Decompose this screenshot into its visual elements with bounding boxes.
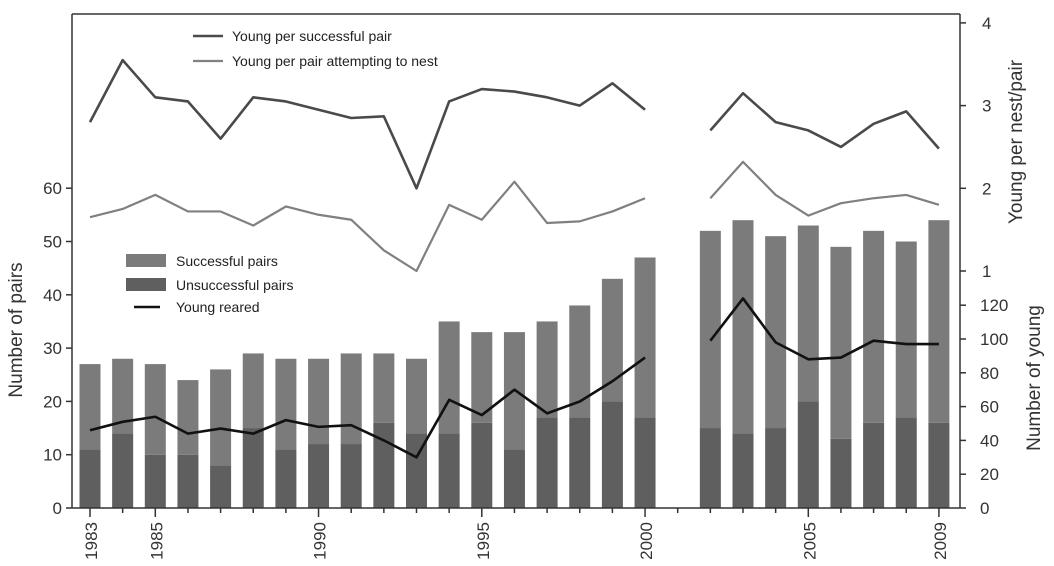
bar-successful-1991 <box>340 353 362 445</box>
bar-unsuccessful-1990 <box>308 444 330 508</box>
bar-unsuccessful-1984 <box>112 433 134 508</box>
bar-unsuccessful-1983 <box>79 449 101 508</box>
bar-unsuccessful-2009 <box>928 422 950 508</box>
bar-successful-1997 <box>536 321 558 418</box>
legend-successful-pairs-label: Successful pairs <box>176 253 278 269</box>
x-tick-label-1985: 1985 <box>147 522 166 560</box>
bar-unsuccessful-1985 <box>144 454 166 508</box>
young-tick-label-20: 20 <box>980 465 999 484</box>
bar-unsuccessful-1986 <box>177 454 199 508</box>
legend-unsuccessful-pairs-swatch <box>126 278 166 291</box>
bar-successful-2005 <box>797 225 819 402</box>
bar-successful-2007 <box>863 230 885 423</box>
x-tick-label-1995: 1995 <box>474 522 493 560</box>
pairs-tick-label-40: 40 <box>43 286 62 305</box>
pairs-tick-label-10: 10 <box>43 446 62 465</box>
young-per-successful-pair-line-segment-1 <box>88 58 646 190</box>
bar-unsuccessful-1999 <box>601 401 623 508</box>
x-tick-label-2009: 2009 <box>931 522 950 560</box>
bar-successful-1988 <box>242 353 264 429</box>
bar-successful-2006 <box>830 246 852 439</box>
lines-layer <box>88 58 940 459</box>
ratio-tick-label-4: 4 <box>982 14 991 33</box>
bar-successful-1992 <box>373 353 395 423</box>
young-reared-line-segment-1 <box>89 356 646 459</box>
ratio-tick-label-1: 1 <box>982 262 991 281</box>
legend-layer: Young per successful pair Young per pair … <box>126 28 438 315</box>
bar-unsuccessful-1995 <box>471 422 493 508</box>
bar-unsuccessful-2004 <box>765 428 787 508</box>
pairs-axis-title: Number of pairs <box>6 262 27 397</box>
bar-successful-2002 <box>699 230 721 429</box>
bar-successful-2009 <box>928 220 950 423</box>
bar-unsuccessful-1989 <box>275 449 297 508</box>
bar-successful-1987 <box>210 369 232 466</box>
young-reared-line-segment-2 <box>709 297 939 361</box>
bar-successful-1999 <box>601 278 623 402</box>
x-tick-label-2000: 2000 <box>637 522 656 560</box>
young-per-pair-attempting-line-segment-1 <box>89 180 646 273</box>
bar-unsuccessful-2003 <box>732 433 754 508</box>
bar-unsuccessful-2000 <box>634 417 656 508</box>
bar-unsuccessful-2006 <box>830 438 852 508</box>
x-tick-label-1983: 1983 <box>82 522 101 560</box>
bars-layer <box>79 220 950 508</box>
x-tick-label-1990: 1990 <box>311 522 330 560</box>
bar-successful-2004 <box>765 236 787 429</box>
bar-successful-1983 <box>79 364 101 450</box>
bar-successful-1989 <box>275 358 297 450</box>
bar-successful-1990 <box>308 358 330 445</box>
bar-unsuccessful-2007 <box>863 422 885 508</box>
bar-successful-1994 <box>438 321 460 434</box>
legend-successful-pairs-swatch <box>126 254 166 267</box>
bar-unsuccessful-2008 <box>895 417 917 508</box>
bar-successful-1986 <box>177 380 199 455</box>
bar-unsuccessful-2005 <box>797 401 819 508</box>
bar-successful-2000 <box>634 257 656 418</box>
ratio-tick-label-3: 3 <box>982 97 991 116</box>
young-tick-label-80: 80 <box>980 364 999 383</box>
bar-unsuccessful-2002 <box>699 428 721 508</box>
ratio-tick-label-2: 2 <box>982 179 991 198</box>
pairs-tick-label-0: 0 <box>53 499 62 518</box>
bar-successful-2008 <box>895 241 917 418</box>
bar-successful-1995 <box>471 332 493 423</box>
bar-successful-1993 <box>406 358 427 434</box>
young-tick-label-100: 100 <box>980 330 1008 349</box>
bar-unsuccessful-1998 <box>569 417 591 508</box>
ratio-axis-title: Young per nest/pair <box>1006 59 1027 224</box>
bar-successful-1998 <box>569 305 591 418</box>
young-tick-label-40: 40 <box>980 431 999 450</box>
bar-unsuccessful-1991 <box>340 444 362 508</box>
legend-unsuccessful-pairs-label: Unsuccessful pairs <box>176 277 294 293</box>
bar-unsuccessful-1997 <box>536 417 558 508</box>
bar-unsuccessful-1987 <box>210 465 232 508</box>
pairs-tick-label-50: 50 <box>43 233 62 252</box>
pairs-tick-label-30: 30 <box>43 339 62 358</box>
bar-successful-1984 <box>112 358 134 434</box>
young-per-successful-pair-line-segment-2 <box>709 91 940 150</box>
young-tick-label-0: 0 <box>980 499 989 518</box>
bar-successful-1985 <box>144 364 166 455</box>
legend-young-per-pair-attempting-label: Young per pair attempting to nest <box>232 53 438 69</box>
bar-unsuccessful-1992 <box>373 422 395 508</box>
bar-unsuccessful-1994 <box>438 433 460 508</box>
pairs-tick-label-60: 60 <box>43 179 62 198</box>
axes-layer: 0 10 20 30 40 50 60 0 20 40 60 80 100 120 1 2 3 4 1983 1985… <box>6 13 1045 560</box>
young-tick-label-120: 120 <box>980 296 1008 315</box>
x-tick-label-2005: 2005 <box>800 522 819 560</box>
pairs-tick-label-20: 20 <box>43 392 62 411</box>
bar-unsuccessful-1993 <box>406 433 427 508</box>
bar-unsuccessful-1988 <box>242 428 264 508</box>
legend-young-per-successful-pair-label: Young per successful pair <box>232 28 392 44</box>
young-tick-label-60: 60 <box>980 398 999 417</box>
bar-successful-2003 <box>732 220 754 434</box>
young-axis-title: Number of young <box>1024 305 1045 451</box>
bar-unsuccessful-1996 <box>503 449 525 508</box>
legend-young-reared-label: Young reared <box>176 299 260 315</box>
young-per-pair-attempting-line-segment-2 <box>709 160 940 217</box>
